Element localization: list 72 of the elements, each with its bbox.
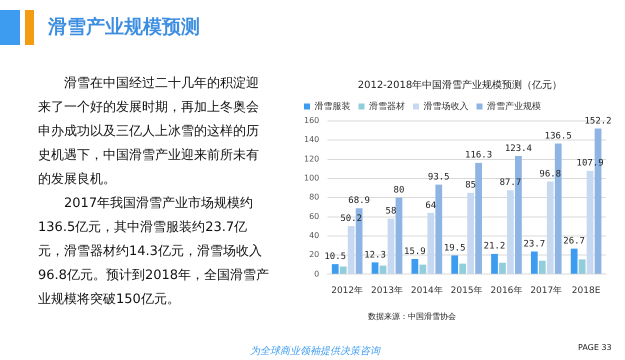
- legend-label: 滑雪场收入: [424, 100, 468, 112]
- data-label: 26.7: [563, 236, 585, 246]
- legend-label: 滑雪产业规模: [487, 100, 541, 112]
- data-label: 10.5: [324, 252, 346, 262]
- y-tick-label: 40: [309, 230, 320, 240]
- text: 滑雪产业规模预测: [48, 15, 200, 40]
- y-tick-label: 140: [304, 135, 320, 144]
- y-tick-label: 20: [309, 250, 320, 260]
- bar: [570, 248, 578, 274]
- x-tick-label: 2015年: [450, 284, 483, 296]
- bar: [435, 184, 442, 274]
- data-label: 64: [425, 200, 436, 211]
- data-label: 136.5: [544, 131, 572, 142]
- bar: [586, 170, 594, 274]
- data-label: 12.3: [364, 250, 386, 260]
- bar: [475, 162, 482, 274]
- data-label: 85: [465, 180, 476, 191]
- legend-label: 滑雪服装: [314, 100, 350, 112]
- text: 滑雪在中国经过二十几年的积淀迎来了一个好的发展时期，再加上冬奥会申办成功以及三亿人上冰雪的这样的历史机遇下，中国滑雪产业迎来前所未有的发展良机。: [38, 75, 260, 189]
- data-label: 19.5: [444, 243, 466, 254]
- chart-subtitle: 2012-2018年中国滑雪产业规模预测（亿元）: [356, 78, 564, 92]
- source-note: 数据来源：中国滑雪协会: [368, 311, 456, 322]
- bar: [372, 262, 378, 274]
- bar: [491, 254, 498, 274]
- y-tick-label: 100: [304, 174, 320, 183]
- bar: [578, 259, 586, 274]
- bar: [538, 260, 546, 274]
- x-tick-label: 2013年: [371, 284, 403, 296]
- y-tick-label: 80: [309, 192, 320, 202]
- data-label: 21.2: [484, 242, 506, 252]
- bar: [451, 256, 458, 274]
- bar: [467, 192, 474, 274]
- data-label: 23.7: [523, 239, 546, 250]
- data-label: 15.9: [404, 246, 426, 257]
- x-tick-label: 2018E: [572, 286, 601, 296]
- text: PAGE 33: [578, 343, 612, 352]
- data-label: 58: [386, 206, 396, 217]
- bar: [348, 226, 355, 274]
- x-tick-label: 2017年: [530, 284, 562, 296]
- bar: [419, 264, 426, 274]
- data-label: 107.9: [576, 158, 604, 169]
- data-label: 116.3: [465, 150, 492, 161]
- data-label: 87.7: [500, 178, 522, 188]
- data-label: 50.2: [340, 214, 362, 224]
- bar: [396, 198, 402, 274]
- data-label: 93.5: [428, 172, 450, 183]
- y-tick-label: 160: [304, 116, 320, 126]
- bar: [411, 258, 418, 274]
- y-tick-label: 120: [304, 154, 320, 164]
- bar: [459, 264, 466, 274]
- text: 2017年我国滑雪产业市场规模约136.5亿元，其中滑雪服装约23.7亿元，滑雪器材约14.3亿元，滑雪场收入96.8亿元。预计到2018年，全国滑雪产业规模将突破150亿元。: [38, 195, 270, 309]
- bar: [546, 182, 554, 274]
- x-tick-label: 2016年: [490, 284, 522, 296]
- y-tick-label: 0: [314, 269, 320, 278]
- bar: [332, 264, 339, 274]
- text: 为全球商业领袖提供决策咨询: [250, 344, 380, 358]
- bar: [340, 266, 347, 274]
- legend-label: 滑雪器材: [369, 100, 405, 112]
- x-tick-label: 2014年: [410, 284, 443, 296]
- data-label: 68.9: [348, 196, 370, 206]
- bar: [507, 190, 514, 274]
- bar: [499, 262, 506, 274]
- bar: [380, 266, 386, 274]
- x-tick-label: 2012年: [331, 284, 364, 296]
- bar: [427, 212, 434, 274]
- data-label: 152.2: [584, 116, 612, 126]
- y-tick-label: 60: [309, 212, 320, 221]
- data-label: 123.4: [504, 144, 532, 154]
- data-label: 80: [394, 185, 404, 196]
- bar: [388, 218, 394, 274]
- bar: [530, 252, 538, 274]
- data-label: 96.8: [539, 169, 562, 180]
